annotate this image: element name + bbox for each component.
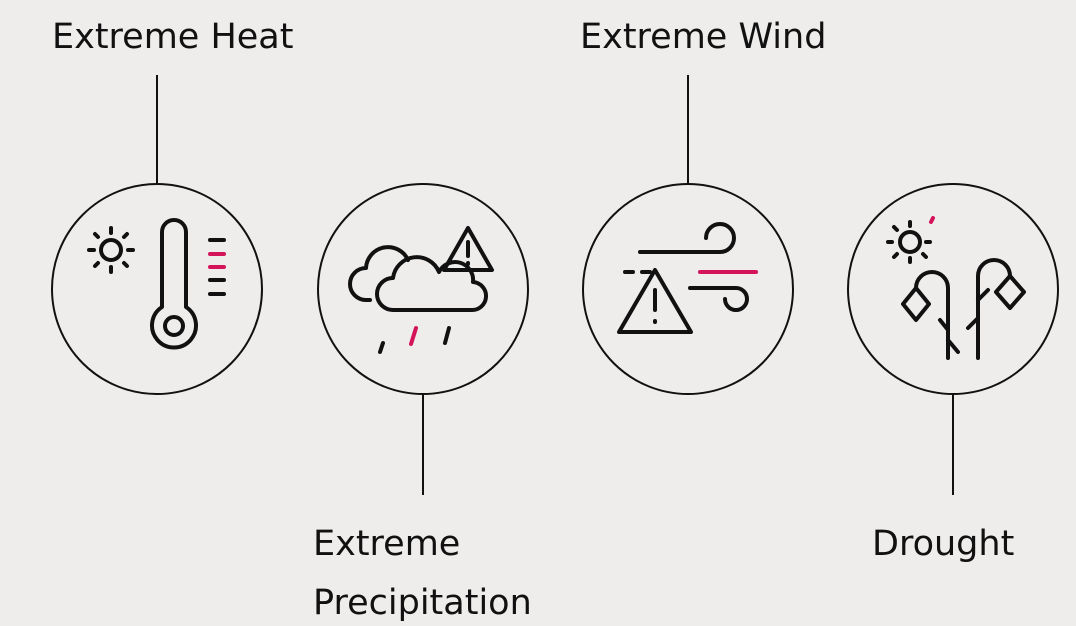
precipitation-icon (348, 226, 494, 354)
heat-icon (87, 218, 226, 350)
label: Precipitation (313, 583, 532, 623)
circle (317, 183, 529, 395)
circle (847, 183, 1059, 395)
circle (51, 183, 263, 395)
circle (582, 183, 794, 395)
label: Extreme Wind (580, 17, 826, 57)
wind-icon (617, 222, 758, 334)
label: Extreme Heat (52, 17, 293, 57)
label: Extreme (313, 524, 460, 564)
label: Drought (872, 524, 1014, 564)
drought-icon (886, 216, 1026, 360)
